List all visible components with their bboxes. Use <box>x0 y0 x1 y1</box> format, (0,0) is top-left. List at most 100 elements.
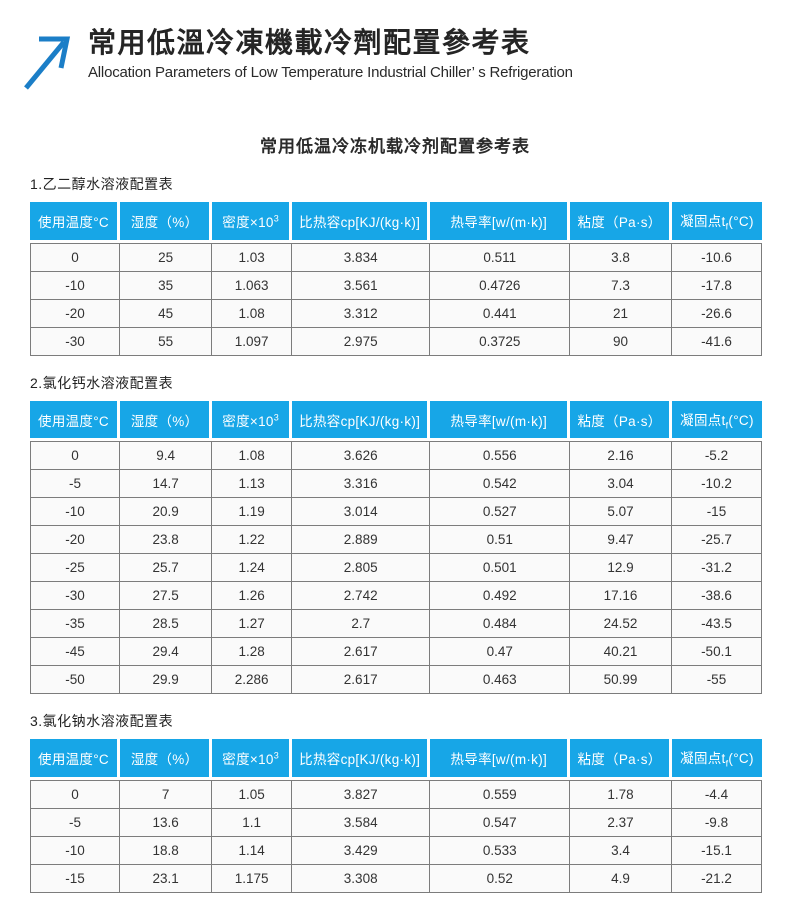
table-cell: 24.52 <box>570 610 672 639</box>
table-row: -10 35 1.063 3.561 0.4726 7.3 -17.8 <box>30 271 762 300</box>
table-cell: 4.9 <box>570 865 672 894</box>
table-cell: -5 <box>30 470 121 499</box>
table-cell: 27.5 <box>120 582 213 611</box>
table-cell: 18.8 <box>120 837 213 866</box>
table-cell: 2.742 <box>292 582 431 611</box>
table-cell: 2.37 <box>570 809 672 838</box>
table-row: -20 45 1.08 3.312 0.441 21 -26.6 <box>30 299 762 328</box>
table-row: 0 9.4 1.08 3.626 0.556 2.16 -5.2 <box>30 441 762 471</box>
table-cell: 3.316 <box>292 470 431 499</box>
tables-container: 1.乙二醇水溶液配置表 使用温度°C 湿度（%） 密度×103 比热容cp[KJ/(k… <box>0 174 790 894</box>
table-cell: 55 <box>120 327 213 356</box>
table-row: 0 25 1.03 3.834 0.511 3.8 -10.6 <box>30 242 762 272</box>
table-row: -5 14.7 1.13 3.316 0.542 3.04 -10.2 <box>30 470 762 499</box>
table-cell: 3.312 <box>292 299 431 328</box>
table-header-row: 使用温度°C 湿度（%） 密度×103 比热容cp[KJ/(kg·k)] 热导率[w/(… <box>30 400 762 442</box>
title-block: 常用低溫冷凍機載冷劑配置參考表 Allocation Parameters of… <box>88 26 573 83</box>
table-cell: 2.889 <box>292 526 431 555</box>
table-cell: 2.975 <box>292 327 431 356</box>
table-cell: 3.8 <box>570 242 672 272</box>
table-cell: 25 <box>120 242 213 272</box>
sodium-chloride-table: 使用温度°C 湿度（%） 密度×103 比热容cp[KJ/(kg·k)] 热导率[w/(… <box>30 739 762 894</box>
table-cell: 14.7 <box>120 470 213 499</box>
table-cell: -31.2 <box>671 554 762 583</box>
table-cell: 12.9 <box>570 554 672 583</box>
table-cell: 0.3725 <box>430 327 571 356</box>
calcium-chloride-table: 使用温度°C 湿度（%） 密度×103 比热容cp[KJ/(kg·k)] 热导率[w/(… <box>30 400 762 695</box>
table-cell: 2.7 <box>292 610 431 639</box>
table-cell: 23.8 <box>120 526 213 555</box>
table-cell: 1.1 <box>212 809 293 838</box>
table-cell: 0.51 <box>430 526 571 555</box>
table-cell: 0.511 <box>430 242 571 272</box>
table-row: -20 23.8 1.22 2.889 0.51 9.47 -25.7 <box>30 526 762 555</box>
table-cell: 7 <box>120 780 213 810</box>
table-cell: -26.6 <box>671 299 762 328</box>
document-title: 常用低温冷冻机载冷剂配置参考表 <box>260 137 530 156</box>
table-cell: 28.5 <box>120 610 213 639</box>
table-cell: 0.527 <box>430 498 571 527</box>
table-cell: 1.26 <box>212 582 293 611</box>
table-cell: 2.286 <box>212 666 293 695</box>
table-cell: 3.626 <box>292 441 431 471</box>
table-cell: 3.429 <box>292 837 431 866</box>
table-cell: -15 <box>30 865 121 894</box>
table-cell: 9.47 <box>570 526 672 555</box>
table-cell: 0.556 <box>430 441 571 471</box>
table-cell: 25.7 <box>120 554 213 583</box>
section-label: 1.乙二醇水溶液配置表 <box>30 176 174 192</box>
table-cell: -38.6 <box>671 582 762 611</box>
column-header: 密度×103 <box>212 202 293 243</box>
table-cell: 1.24 <box>212 554 293 583</box>
table-cell: -4.4 <box>671 780 762 810</box>
table-cell: 1.27 <box>212 610 293 639</box>
table-cell: 1.28 <box>212 638 293 667</box>
table-cell: -35 <box>30 610 121 639</box>
table-cell: -25.7 <box>671 526 762 555</box>
table-cell: 1.08 <box>212 441 293 471</box>
table-cell: 3.827 <box>292 780 431 810</box>
table-cell: 1.05 <box>212 780 293 810</box>
table-row: -5 13.6 1.1 3.584 0.547 2.37 -9.8 <box>30 809 762 838</box>
table-cell: -15 <box>671 498 762 527</box>
table-cell: -5 <box>30 809 121 838</box>
table-cell: 1.175 <box>212 865 293 894</box>
table-cell: 3.04 <box>570 470 672 499</box>
table-cell: 17.16 <box>570 582 672 611</box>
table-header-row: 使用温度°C 湿度（%） 密度×103 比热容cp[KJ/(kg·k)] 热导率[w/(… <box>30 739 762 781</box>
table-cell: 29.9 <box>120 666 213 695</box>
table-cell: 35 <box>120 271 213 300</box>
table-cell: 0.463 <box>430 666 571 695</box>
table-cell: 0.52 <box>430 865 571 894</box>
column-header: 密度×103 <box>212 739 293 781</box>
table-cell: 3.561 <box>292 271 431 300</box>
table-cell: 3.014 <box>292 498 431 527</box>
column-header: 粘度（Pa·s） <box>570 400 672 442</box>
table-cell: 1.22 <box>212 526 293 555</box>
table-cell: -50 <box>30 666 121 695</box>
column-header: 使用温度°C <box>30 739 121 781</box>
table-cell: 5.07 <box>570 498 672 527</box>
table-cell: 1.14 <box>212 837 293 866</box>
table-row: -50 29.9 2.286 2.617 0.463 50.99 -55 <box>30 666 762 695</box>
table-cell: 21 <box>570 299 672 328</box>
table-row: -25 25.7 1.24 2.805 0.501 12.9 -31.2 <box>30 554 762 583</box>
table-cell: 2.617 <box>292 666 431 695</box>
column-header: 粘度（Pa·s） <box>570 739 672 781</box>
table-cell: 0.4726 <box>430 271 571 300</box>
table-section-calcium-chloride: 2.氯化钙水溶液配置表 使用温度°C 湿度（%） 密度×103 比热容cp[KJ/(k… <box>30 373 762 695</box>
column-header: 使用温度°C <box>30 400 121 442</box>
table-cell: -20 <box>30 299 121 328</box>
table-cell: 0.501 <box>430 554 571 583</box>
table-cell: -21.2 <box>671 865 762 894</box>
table-body: 0 25 1.03 3.834 0.511 3.8 -10.6 -10 35 1.063 3.561… <box>30 242 762 356</box>
table-cell: 2.16 <box>570 441 672 471</box>
column-header: 湿度（%） <box>120 739 213 781</box>
table-cell: -55 <box>671 666 762 695</box>
table-cell: 2.805 <box>292 554 431 583</box>
table-cell: -9.8 <box>671 809 762 838</box>
column-header: 凝固点tf(°C) <box>671 739 762 781</box>
column-header: 凝固点tf(°C) <box>671 202 762 243</box>
table-cell: 3.4 <box>570 837 672 866</box>
column-header: 热导率[w/(m·k)] <box>430 202 571 243</box>
